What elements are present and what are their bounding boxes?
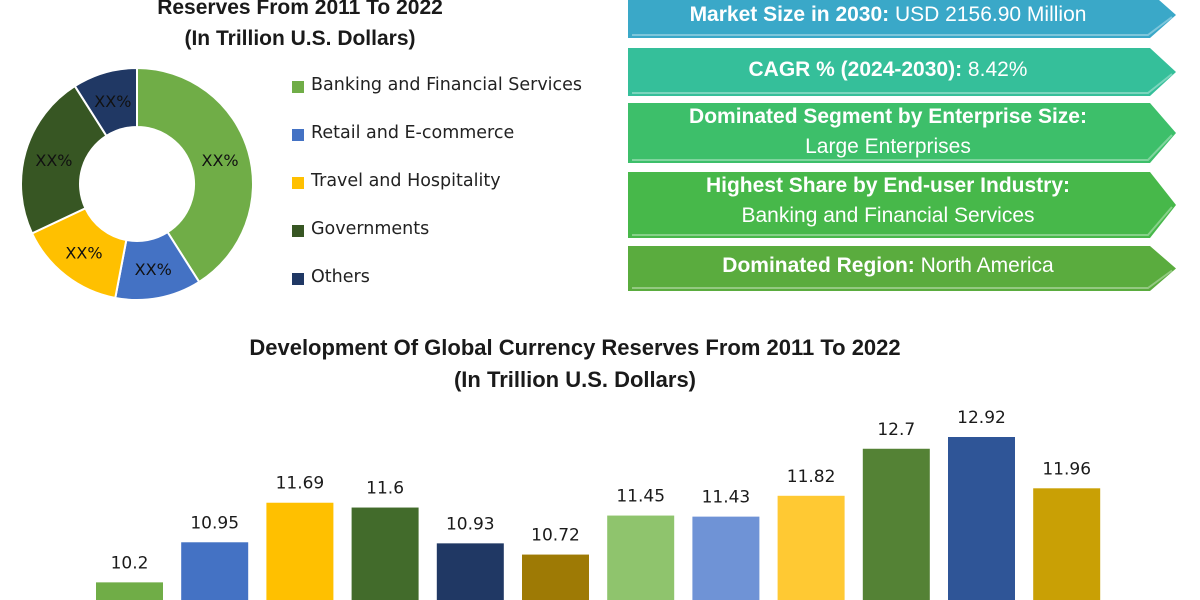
bar [948,437,1015,600]
legend-swatch [292,81,304,93]
donut-chart: XX% XX% XX% XX% XX% [20,66,254,301]
legend-label: Retail and E-commerce [311,123,515,143]
bar [522,554,589,600]
donut-slice [136,66,254,284]
end-user-value: Banking and Financial Services [741,204,1035,227]
bar-data-label: 11.43 [702,488,751,508]
bar [436,543,504,600]
cagr-value: 8.42% [962,58,1028,81]
donut-data-label: XX% [65,243,102,262]
highlight-arrow [628,246,1176,291]
bar [351,507,419,600]
market-size-text: Market Size in 2030: USD 2156.90 Million [628,0,1148,30]
donut-slice [20,84,108,235]
market-size-label: Market Size in 2030: [689,3,890,26]
bar [96,582,163,600]
donut-data-label: XX% [135,260,172,279]
legend-swatch [292,273,304,285]
legend-label: Travel and Hospitality [311,171,501,191]
bar-data-label: 12.92 [957,408,1006,428]
legend-swatch [292,225,304,237]
donut-title-line1: Reserves From 2011 To 2022 [157,0,443,19]
arrow-highlight-line [632,73,1173,94]
highlight-arrow [628,172,1176,238]
bar [862,448,930,600]
region-value: North America [914,254,1054,277]
bar-title-line1: Development Of Global Currency Reserves … [249,335,901,360]
donut-data-label: XX% [35,151,72,170]
bar-data-label: 11.96 [1042,459,1091,479]
donut-data-label: XX% [202,151,239,170]
donut-data-label: XX% [94,92,131,111]
bar [266,502,334,600]
highlight-arrow [628,103,1176,163]
donut-chart-title: Reserves From 2011 To 2022 (In Trillion … [110,0,490,54]
bar-data-label: 12.7 [877,420,915,440]
highlight-arrow [628,0,1176,38]
enterprise-size-text: Dominated Segment by Enterprise Size: Lar… [628,102,1148,162]
bar [692,516,760,600]
bar-data-label: 10.72 [531,526,580,546]
region-text: Dominated Region: North America [628,251,1148,281]
bar-chart-title: Development Of Global Currency Reserves … [140,332,1010,396]
bar-data-label: 10.93 [446,514,495,534]
end-user-text: Highest Share by End-user Industry: Banki… [628,171,1148,231]
cagr-text: CAGR % (2024-2030): 8.42% [628,55,1148,85]
arrow-highlight-line [632,16,1173,36]
arrow-highlight-line [632,269,1173,289]
bar-data-label: 11.6 [366,479,404,499]
enterprise-size-label: Dominated Segment by Enterprise Size: [689,105,1087,128]
bar-data-label: 10.2 [111,553,149,573]
legend-label: Governments [311,219,430,239]
highlight-arrow [628,48,1176,96]
legend-swatch [292,129,304,141]
bar-title-line2: (In Trillion U.S. Dollars) [453,367,697,392]
bar [777,495,845,600]
bar [607,515,675,600]
legend-label: Others [311,267,370,287]
region-label: Dominated Region: [722,254,915,277]
cagr-label: CAGR % (2024-2030): [748,58,963,81]
donut-slice [73,66,138,138]
arrow-highlight-line [632,206,1173,236]
bar-data-label: 11.69 [276,474,325,494]
bar-data-label: 11.45 [616,487,665,507]
end-user-label: Highest Share by End-user Industry: [705,174,1071,197]
legend-swatch [292,177,304,189]
bar-data-label: 10.95 [190,513,239,533]
market-size-value: USD 2156.90 Million [889,3,1087,26]
bar [1033,488,1101,600]
legend-label: Banking and Financial Services [311,75,583,95]
bar-data-label: 11.82 [787,467,836,487]
arrow-highlight-line [632,134,1173,161]
donut-title-line2: (In Trillion U.S. Dollars) [184,27,416,50]
enterprise-size-value: Large Enterprises [805,135,971,158]
bar [181,542,249,600]
